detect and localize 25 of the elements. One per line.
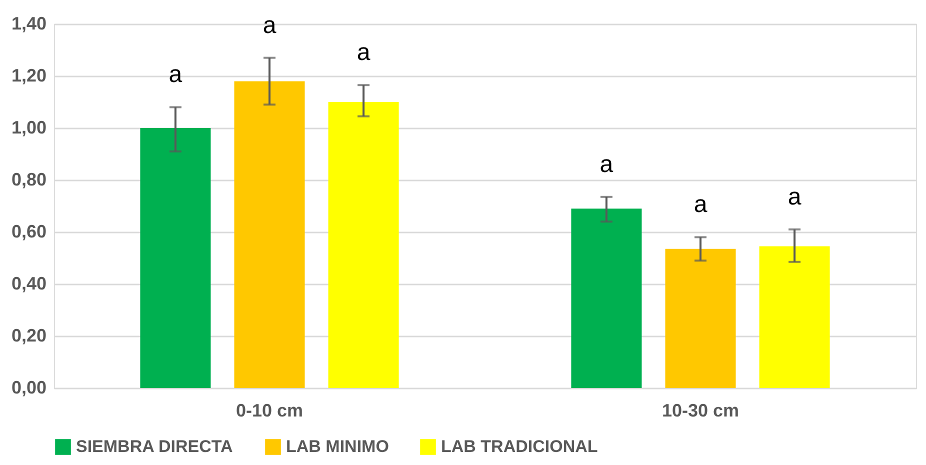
y-tick-label: 0,80 [11,170,46,190]
legend-label: LAB MINIMO [286,437,389,456]
y-tick-label: 1,20 [11,66,46,86]
legend-label: LAB TRADICIONAL [441,437,598,456]
annotation: a [694,191,708,218]
y-tick-label: 0,00 [11,378,46,398]
legend-label: SIEMBRA DIRECTA [76,437,233,456]
bar [759,246,830,388]
annotation: a [356,39,371,66]
bar [140,128,211,388]
y-tick-label: 1,40 [11,14,46,34]
y-tick-label: 0,60 [11,222,46,242]
bar [328,102,399,388]
bar [665,248,736,388]
y-tick-label: 0,40 [11,274,46,294]
annotation: a [788,183,802,210]
bar [234,81,305,388]
x-tick-label: 10-30 cm [662,400,740,420]
y-tick-label: 0,20 [11,326,46,346]
x-tick-label: 0-10 cm [236,400,304,420]
annotation: a [600,150,614,178]
annotation: a [262,12,277,39]
bar [571,208,642,388]
y-tick-label: 1,00 [11,118,46,138]
annotation: a [168,61,183,88]
